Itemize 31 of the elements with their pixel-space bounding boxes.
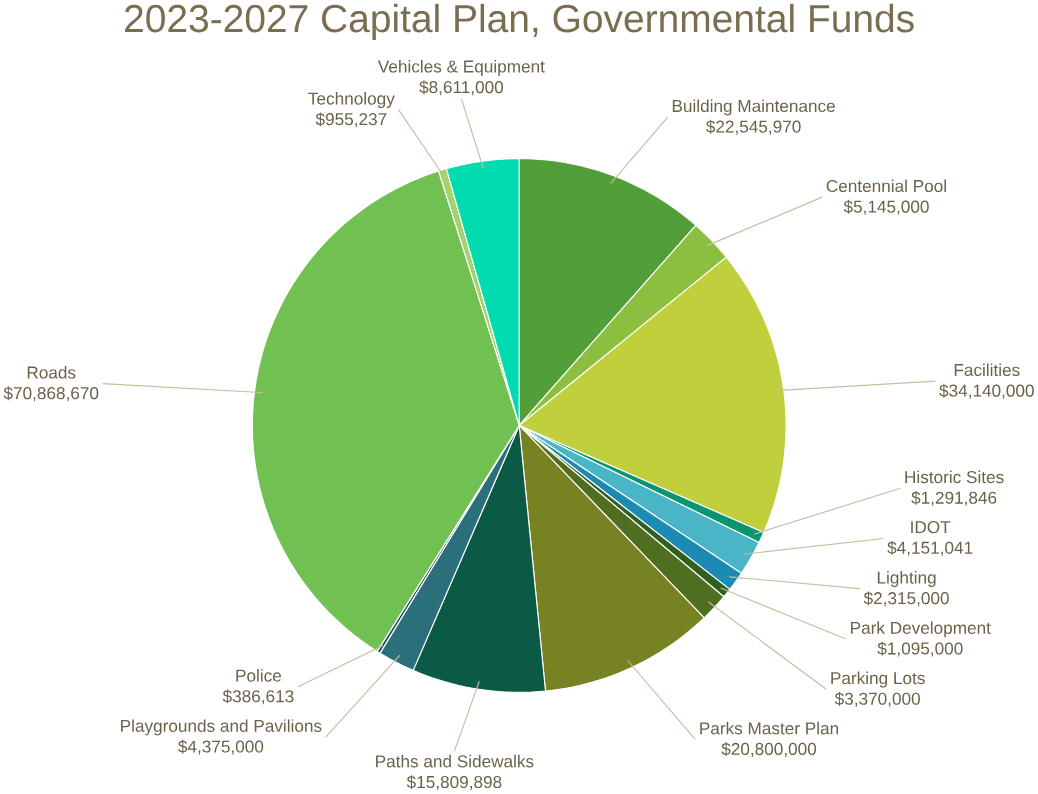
slice-label: Vehicles & Equipment xyxy=(377,60,545,77)
slice-label: IDOT xyxy=(911,521,951,534)
data-label: $8,611,000 xyxy=(419,80,504,96)
slice-label: Lighting xyxy=(877,571,936,588)
slice-label: Technology xyxy=(308,92,395,109)
data-label: $1,291,846 xyxy=(911,491,997,507)
data-label: $34,140,000 xyxy=(939,384,1034,399)
slice-label: Roads xyxy=(27,366,76,379)
slice-label: Facilities xyxy=(954,363,1020,377)
data-label: $3,370,000 xyxy=(834,692,920,708)
slice-label: Paths and Sidewalks xyxy=(376,755,534,768)
data-label: $955,237 xyxy=(315,112,387,128)
data-label: $4,151,041 xyxy=(887,541,973,557)
slice-label: Parking Lots xyxy=(831,671,925,688)
slice-label: Park Development xyxy=(851,621,991,638)
chart-title: 2023-2027 Capital Plan, Governmental Funds xyxy=(125,4,914,41)
data-label: $22,545,970 xyxy=(706,120,801,135)
data-label: $5,145,000 xyxy=(843,200,929,215)
slice-label: Building Maintenance xyxy=(672,99,835,116)
slice-label: Police xyxy=(236,669,282,682)
slice-label: Parks Master Plan xyxy=(700,722,839,735)
data-label: $70,868,670 xyxy=(3,386,99,402)
data-label: $1,095,000 xyxy=(877,641,963,657)
data-label: $2,315,000 xyxy=(863,591,949,607)
data-label: $4,375,000 xyxy=(178,739,264,755)
data-label: $20,800,000 xyxy=(721,742,817,758)
slice-label: Playgrounds and Pavilions xyxy=(121,719,322,736)
slice-label: Historic Sites xyxy=(905,470,1004,484)
slice-label: Centennial Pool xyxy=(826,179,946,193)
data-label: $15,809,898 xyxy=(406,775,502,791)
data-label: $386,613 xyxy=(222,689,294,705)
